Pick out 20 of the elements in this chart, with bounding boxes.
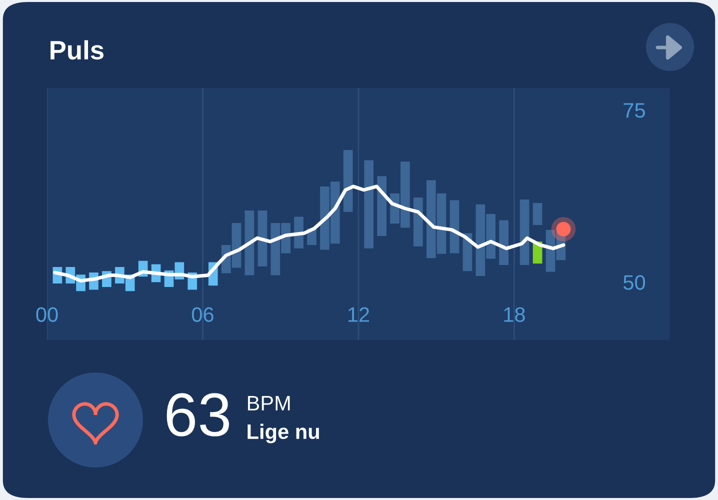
line-series <box>53 184 566 283</box>
x-tick-label: 06 <box>192 307 214 322</box>
text: BPM <box>248 396 290 410</box>
bar <box>258 210 268 266</box>
bar <box>364 160 374 248</box>
x-tick-label: 12 <box>348 307 370 322</box>
y-tick-label: 75 <box>624 103 645 118</box>
x-tick-label: 18 <box>504 307 525 322</box>
text: Lige nu <box>248 424 319 444</box>
bar <box>377 176 386 236</box>
bar <box>244 210 254 276</box>
bar <box>499 220 508 265</box>
chart-title: Puls <box>50 40 104 60</box>
bar <box>520 200 530 265</box>
bar <box>343 150 353 212</box>
bar <box>532 202 542 226</box>
text: 63 <box>166 393 229 436</box>
x-tick-label: 00 <box>36 307 58 322</box>
bar <box>413 197 423 246</box>
y-tick-label: 50 <box>624 275 646 290</box>
